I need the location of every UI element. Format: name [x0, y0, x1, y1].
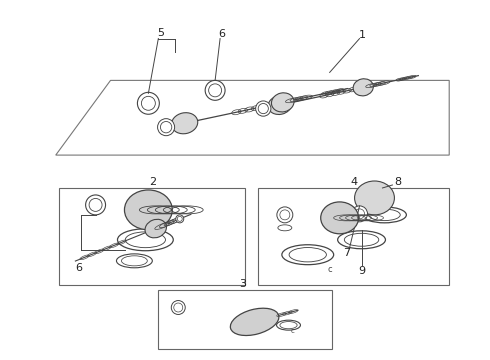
Ellipse shape [205, 80, 225, 100]
Ellipse shape [353, 79, 373, 96]
Text: c: c [291, 328, 294, 334]
Ellipse shape [355, 181, 394, 215]
Ellipse shape [176, 215, 184, 223]
Ellipse shape [230, 308, 279, 336]
Text: 2: 2 [149, 177, 156, 187]
Ellipse shape [172, 113, 198, 134]
Text: c: c [327, 265, 332, 274]
Ellipse shape [86, 195, 105, 215]
Text: 8: 8 [394, 177, 401, 187]
Ellipse shape [145, 219, 167, 238]
Ellipse shape [277, 207, 293, 223]
Ellipse shape [158, 119, 174, 136]
Ellipse shape [172, 301, 185, 315]
Text: 4: 4 [350, 177, 357, 187]
Ellipse shape [137, 92, 159, 114]
Ellipse shape [271, 93, 294, 112]
Text: 6: 6 [219, 28, 225, 39]
Text: 9: 9 [358, 266, 365, 276]
Text: 3: 3 [240, 279, 246, 289]
Ellipse shape [321, 202, 359, 234]
Text: 6: 6 [75, 263, 82, 273]
Ellipse shape [352, 206, 368, 222]
Ellipse shape [268, 96, 292, 114]
Text: 5: 5 [157, 28, 164, 37]
Ellipse shape [124, 190, 172, 230]
Ellipse shape [256, 101, 271, 116]
Text: 1: 1 [359, 30, 366, 40]
Text: 7: 7 [343, 248, 350, 258]
